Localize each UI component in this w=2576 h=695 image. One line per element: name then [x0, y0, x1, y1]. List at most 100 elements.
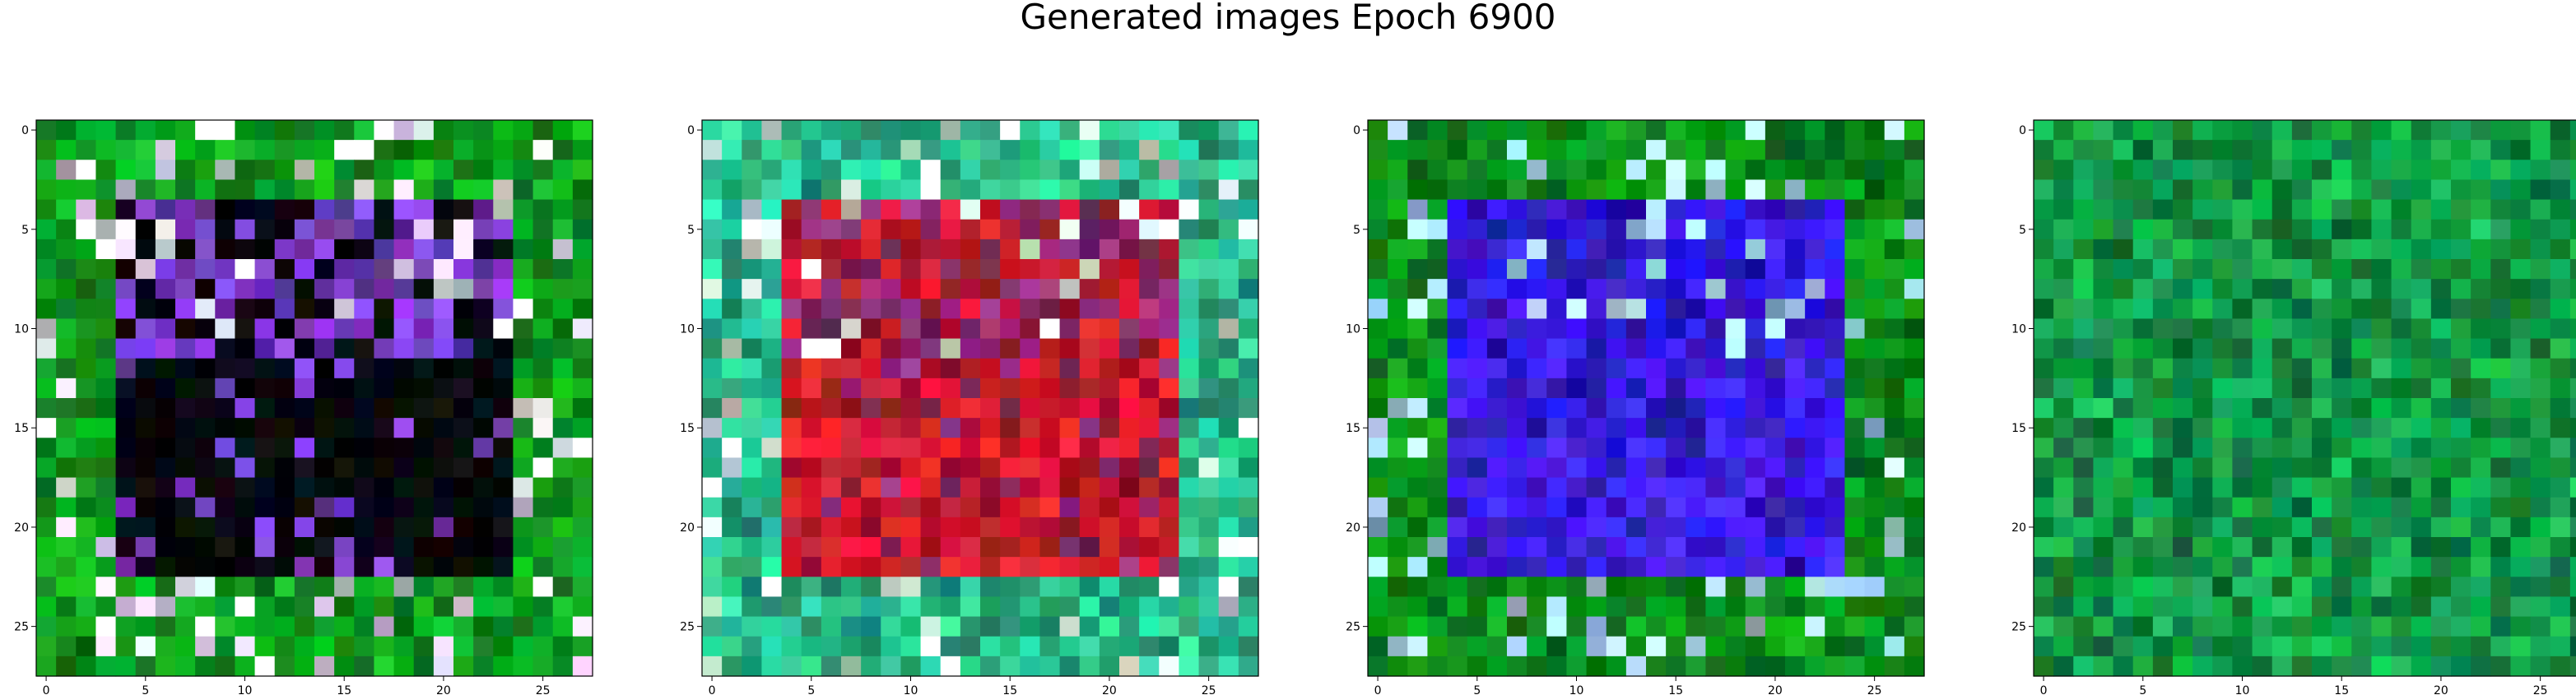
pixel-cell	[2411, 616, 2432, 637]
pixel-cell	[572, 299, 593, 320]
pixel-cell	[1745, 160, 1766, 181]
pixel-cell	[2510, 497, 2532, 518]
pixel-cell	[2232, 616, 2253, 637]
pixel-cell	[2430, 616, 2452, 637]
pixel-cell	[2430, 497, 2452, 518]
pixel-cell	[413, 239, 435, 260]
pixel-cell	[36, 636, 57, 657]
pixel-cell	[2430, 557, 2452, 577]
x-tick-label: 25	[1867, 684, 1882, 695]
y-tick-label: 15	[14, 422, 29, 435]
pixel-cell	[1388, 656, 1408, 677]
pixel-cell	[2490, 219, 2512, 240]
pixel-cell	[2232, 259, 2253, 280]
pixel-cell	[1507, 358, 1527, 379]
pixel-cell	[801, 299, 822, 320]
pixel-cell	[1825, 557, 1846, 577]
pixel-cell	[513, 636, 534, 657]
pixel-cell	[2550, 338, 2571, 359]
pixel-cell	[1447, 656, 1468, 677]
pixel-cell	[473, 418, 494, 438]
x-tick-label: 5	[2139, 684, 2146, 695]
pixel-cell	[801, 318, 822, 340]
pixel-cell	[2451, 140, 2471, 160]
pixel-cell	[254, 477, 276, 498]
pixel-cell	[2291, 636, 2313, 657]
pixel-cell	[2192, 160, 2213, 181]
pixel-cell	[274, 398, 295, 419]
pixel-cell	[2252, 259, 2273, 280]
pixel-cell	[36, 358, 57, 379]
pixel-cell	[2053, 477, 2074, 498]
pixel-cell	[1407, 140, 1429, 160]
pixel-cell	[1179, 537, 1200, 558]
pixel-cell	[1745, 358, 1766, 379]
pixel-cell	[2132, 616, 2154, 637]
pixel-cell	[1467, 537, 1488, 558]
pixel-cell	[235, 557, 256, 577]
pixel-cell	[175, 239, 196, 260]
pixel-cell	[1467, 497, 1488, 518]
pixel-cell	[2451, 596, 2471, 618]
pixel-cell	[135, 398, 156, 419]
pixel-cell	[881, 616, 902, 637]
pixel-cell	[115, 259, 137, 280]
pixel-cell	[374, 418, 395, 438]
pixel-cell	[1467, 160, 1488, 181]
pixel-cell	[314, 378, 335, 399]
pixel-cell	[95, 438, 117, 459]
pixel-cell	[1486, 160, 1508, 181]
pixel-cell	[413, 120, 435, 141]
pixel-cell	[254, 636, 276, 657]
pixel-cell	[1566, 596, 1588, 618]
pixel-cell	[1020, 338, 1041, 359]
pixel-cell	[1586, 179, 1607, 201]
pixel-cell	[2034, 438, 2054, 459]
pixel-cell	[2271, 318, 2293, 340]
pixel-cell	[374, 537, 395, 558]
pixel-cell	[36, 378, 57, 399]
pixel-cell	[1368, 140, 1388, 160]
pixel-cell	[1586, 577, 1607, 598]
pixel-cell	[1646, 199, 1667, 220]
pixel-cell	[1467, 199, 1488, 220]
pixel-cell	[920, 418, 942, 438]
pixel-cell	[2073, 160, 2095, 181]
pixel-cell	[532, 577, 554, 598]
pixel-cell	[2053, 259, 2074, 280]
pixel-cell	[1039, 160, 1061, 181]
figure-title: Generated images Epoch 6900	[1020, 0, 1556, 37]
pixel-cell	[920, 517, 942, 538]
pixel-cell	[781, 596, 802, 618]
pixel-cell	[742, 259, 763, 280]
pixel-cell	[374, 438, 395, 459]
pixel-cell	[2510, 299, 2532, 320]
pixel-cell	[1725, 457, 1746, 479]
pixel-cell	[2271, 537, 2293, 558]
pixel-cell	[215, 457, 236, 479]
pixel-cell	[2312, 179, 2332, 201]
pixel-cell	[1507, 457, 1527, 479]
pixel-cell	[513, 497, 534, 518]
pixel-cell	[1139, 517, 1160, 538]
pixel-cell	[2173, 398, 2193, 419]
pixel-cell	[1666, 557, 1686, 577]
pixel-cell	[1218, 438, 1239, 459]
pixel-cell	[2490, 438, 2512, 459]
pixel-cell	[2332, 259, 2352, 280]
pixel-cell	[473, 438, 494, 459]
pixel-cell	[254, 616, 276, 637]
pixel-cell	[2093, 517, 2114, 538]
pixel-cell	[1586, 120, 1607, 141]
pixel-cell	[821, 338, 842, 359]
pixel-cell	[2093, 477, 2114, 498]
pixel-cell	[1507, 160, 1527, 181]
pixel-cell	[1159, 577, 1180, 598]
pixel-cell	[1407, 577, 1429, 598]
pixel-cell	[175, 199, 196, 220]
pixel-cell	[742, 199, 763, 220]
pixel-cell	[413, 477, 435, 498]
pixel-cell	[433, 438, 454, 459]
pixel-cell	[2550, 318, 2571, 340]
pixel-cell	[1218, 418, 1239, 438]
